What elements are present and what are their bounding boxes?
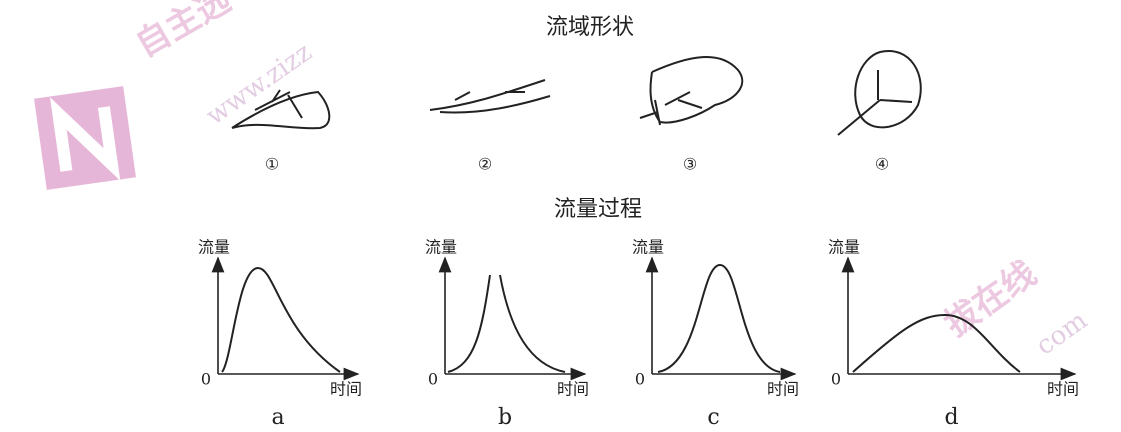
- x-axis-label: 时间: [767, 380, 799, 399]
- y-axis-label: 流量: [198, 238, 230, 257]
- flow-curve: [222, 268, 340, 372]
- shape-label: ②: [478, 155, 492, 174]
- basin-shape: [838, 51, 921, 135]
- basin-shape: [640, 57, 742, 125]
- flow-curve: [853, 315, 1020, 372]
- hydrographs: [222, 265, 1020, 372]
- watermark-text: com: [1031, 305, 1093, 361]
- x-axis-label: 时间: [330, 380, 362, 399]
- graph-label: b: [498, 405, 512, 430]
- origin-label: 0: [831, 370, 841, 389]
- x-axis-label: 时间: [557, 380, 589, 399]
- graph-label: d: [944, 405, 958, 430]
- origin-label: 0: [201, 370, 211, 389]
- section-title: 流量过程: [554, 197, 642, 222]
- flow-curve: [448, 275, 565, 372]
- watermark: 自主选 www.zizz 拔在线 com: [34, 0, 1093, 361]
- shape-label: ①: [265, 155, 279, 174]
- watermark-text: www.zizz: [201, 37, 318, 131]
- flow-curve: [658, 265, 780, 372]
- origin-label: 0: [635, 370, 645, 389]
- watermark-text: 自主选: [129, 0, 237, 66]
- graph-label: a: [271, 405, 284, 430]
- figure: 自主选 www.zizz 拔在线 com 流域形状 ① ② ③ ④ 流量过程 (…: [0, 0, 1121, 432]
- x-axis-label: 时间: [1047, 380, 1079, 399]
- graph-label: c: [707, 405, 719, 430]
- shape-label: ③: [683, 155, 697, 174]
- y-axis-label: 流量: [632, 238, 664, 257]
- basin-shape: [430, 80, 550, 113]
- watermark-text: 拔在线: [937, 253, 1043, 344]
- y-axis-label: 流量: [425, 238, 457, 257]
- basin-shapes: ① ② ③ ④: [232, 51, 921, 174]
- y-axis-label: 流量: [828, 238, 860, 257]
- origin-label: 0: [428, 370, 438, 389]
- section-title: 流域形状: [546, 15, 634, 40]
- shape-label: ④: [875, 155, 889, 174]
